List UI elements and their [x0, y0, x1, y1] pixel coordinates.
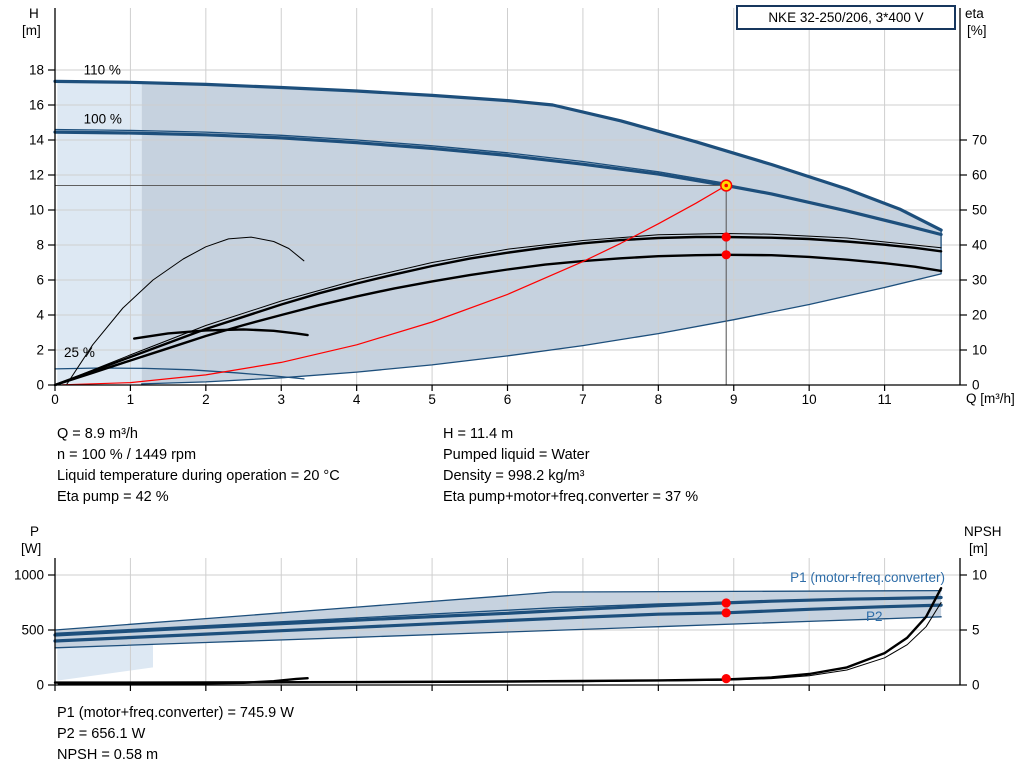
y-left-tick-label: 1000	[14, 568, 44, 583]
x-tick-label: 4	[353, 392, 361, 407]
curve-speed-100-thin	[54, 128, 727, 185]
x-tick-label: 5	[428, 392, 436, 407]
pump-title-box: NKE 32-250/206, 3*400 V	[736, 5, 956, 30]
x-tick-label: 10	[802, 392, 817, 407]
curve-envelope-edge	[141, 229, 942, 385]
curve-speed-100	[53, 130, 943, 237]
y-right-tick-label: 10	[972, 343, 987, 358]
curve-eta-pump	[53, 235, 943, 387]
curve-value-marker	[721, 250, 731, 260]
speed-label: 110 %	[84, 62, 121, 77]
y-left-axis-title: H	[29, 6, 39, 21]
info-speed: n = 100 % / 1449 rpm	[57, 447, 197, 463]
result-values-block: P1 (motor+freq.converter) = 745.9 W P2 =…	[57, 703, 294, 766]
curve-band-top-edge	[54, 589, 942, 631]
y-left-tick-label: 500	[21, 623, 44, 638]
x-tick-label: 6	[504, 392, 512, 407]
y-left-tick-label: 0	[36, 678, 44, 693]
info-head: H = 11.4 m	[443, 426, 514, 442]
y-right-tick-label: 60	[972, 168, 987, 183]
x-tick-label: 3	[277, 392, 285, 407]
curve-value-marker	[721, 608, 731, 618]
y-right-tick-label: 30	[972, 273, 987, 288]
curve-speed-110	[53, 79, 943, 232]
power-envelope	[55, 590, 942, 648]
p-axis-unit: [W]	[21, 541, 42, 556]
y-right-axis-title: eta	[965, 6, 984, 21]
curve-eta-total	[53, 253, 943, 387]
info-eta-pump: Eta pump = 42 %	[57, 489, 169, 505]
result-p2: P2 = 656.1 W	[57, 726, 146, 742]
y-left-tick-label: 16	[29, 98, 44, 113]
curve-eta-pump-thin	[54, 233, 942, 386]
curve-value-marker	[721, 598, 731, 608]
info-liquid: Pumped liquid = Water	[443, 447, 590, 463]
p-axis-title: P	[30, 524, 40, 539]
x-tick-label: 0	[51, 392, 59, 407]
pale-region	[57, 81, 142, 385]
duty-point-center	[724, 183, 729, 188]
y-left-axis-unit: [m]	[22, 23, 41, 38]
y-left-tick-label: 18	[29, 63, 44, 78]
curve-value-marker	[721, 232, 731, 242]
y-left-tick-label: 2	[36, 343, 44, 358]
y-right-tick-label: 50	[972, 203, 987, 218]
y-left-tick-label: 10	[29, 203, 44, 218]
x-axis-title: Q [m³/h]	[966, 391, 1015, 406]
info-flow: Q = 8.9 m³/h	[57, 426, 138, 442]
x-tick-label: 2	[202, 392, 210, 407]
info-eta-total: Eta pump+motor+freq.converter = 37 %	[443, 489, 699, 505]
npsh-axis-title: NPSH	[964, 524, 1002, 539]
curve-p2-curve	[53, 603, 943, 643]
curve-band-bottom-edge	[54, 616, 942, 649]
y-left-tick-label: 6	[36, 273, 44, 288]
curve-value-marker	[721, 674, 731, 684]
result-npsh: NPSH = 0.58 m	[57, 747, 159, 763]
y-right-tick-label: 0	[972, 378, 980, 393]
duty-info-left-column: Q = 8.9 m³/h n = 100 % / 1449 rpm Liquid…	[57, 424, 340, 508]
y-right-tick-label: 0	[972, 678, 980, 693]
x-tick-label: 11	[878, 392, 892, 407]
y-right-tick-label: 5	[972, 623, 980, 638]
curve-p1-curve	[53, 595, 943, 637]
y-left-tick-label: 12	[29, 168, 44, 183]
x-tick-label: 8	[655, 392, 663, 407]
power-npsh-chart: 0 500 1000 0 5 10 P1 (motor+freq.converter) P2	[14, 558, 987, 693]
curve-eta-small-arc	[65, 236, 305, 386]
y-left-tick-label: 4	[36, 308, 44, 323]
npsh-axis-unit: [m]	[969, 541, 988, 556]
curve-label-p2: P2	[866, 609, 883, 624]
y-right-tick-label: 10	[972, 568, 987, 583]
y-right-tick-label: 70	[972, 133, 987, 148]
curve-control-curve	[61, 184, 727, 386]
curve-small-curve	[133, 328, 309, 340]
curve-npsh-small-left	[57, 677, 309, 685]
info-density: Density = 998.2 kg/m³	[443, 468, 585, 484]
x-tick-label: 7	[579, 392, 587, 407]
speed-label: 25 %	[64, 345, 95, 360]
pump-title: NKE 32-250/206, 3*400 V	[768, 10, 924, 25]
operating-envelope	[141, 82, 942, 384]
result-p1: P1 (motor+freq.converter) = 745.9 W	[57, 705, 294, 721]
y-right-axis-unit: [%]	[967, 23, 987, 38]
curve-label-p1: P1 (motor+freq.converter)	[790, 570, 945, 585]
x-tick-label: 9	[730, 392, 738, 407]
speed-label: 100 %	[84, 111, 122, 126]
y-left-tick-label: 8	[36, 238, 44, 253]
curve-npsh-curve	[53, 587, 943, 684]
duty-info-right-column: H = 11.4 m Pumped liquid = Water Density…	[443, 424, 698, 508]
info-temperature: Liquid temperature during operation = 20…	[57, 468, 340, 484]
x-tick-label: 1	[127, 392, 135, 407]
y-left-tick-label: 0	[36, 378, 44, 393]
y-right-tick-label: 20	[972, 308, 987, 323]
y-left-tick-label: 14	[29, 133, 45, 148]
y-right-tick-label: 40	[972, 238, 987, 253]
